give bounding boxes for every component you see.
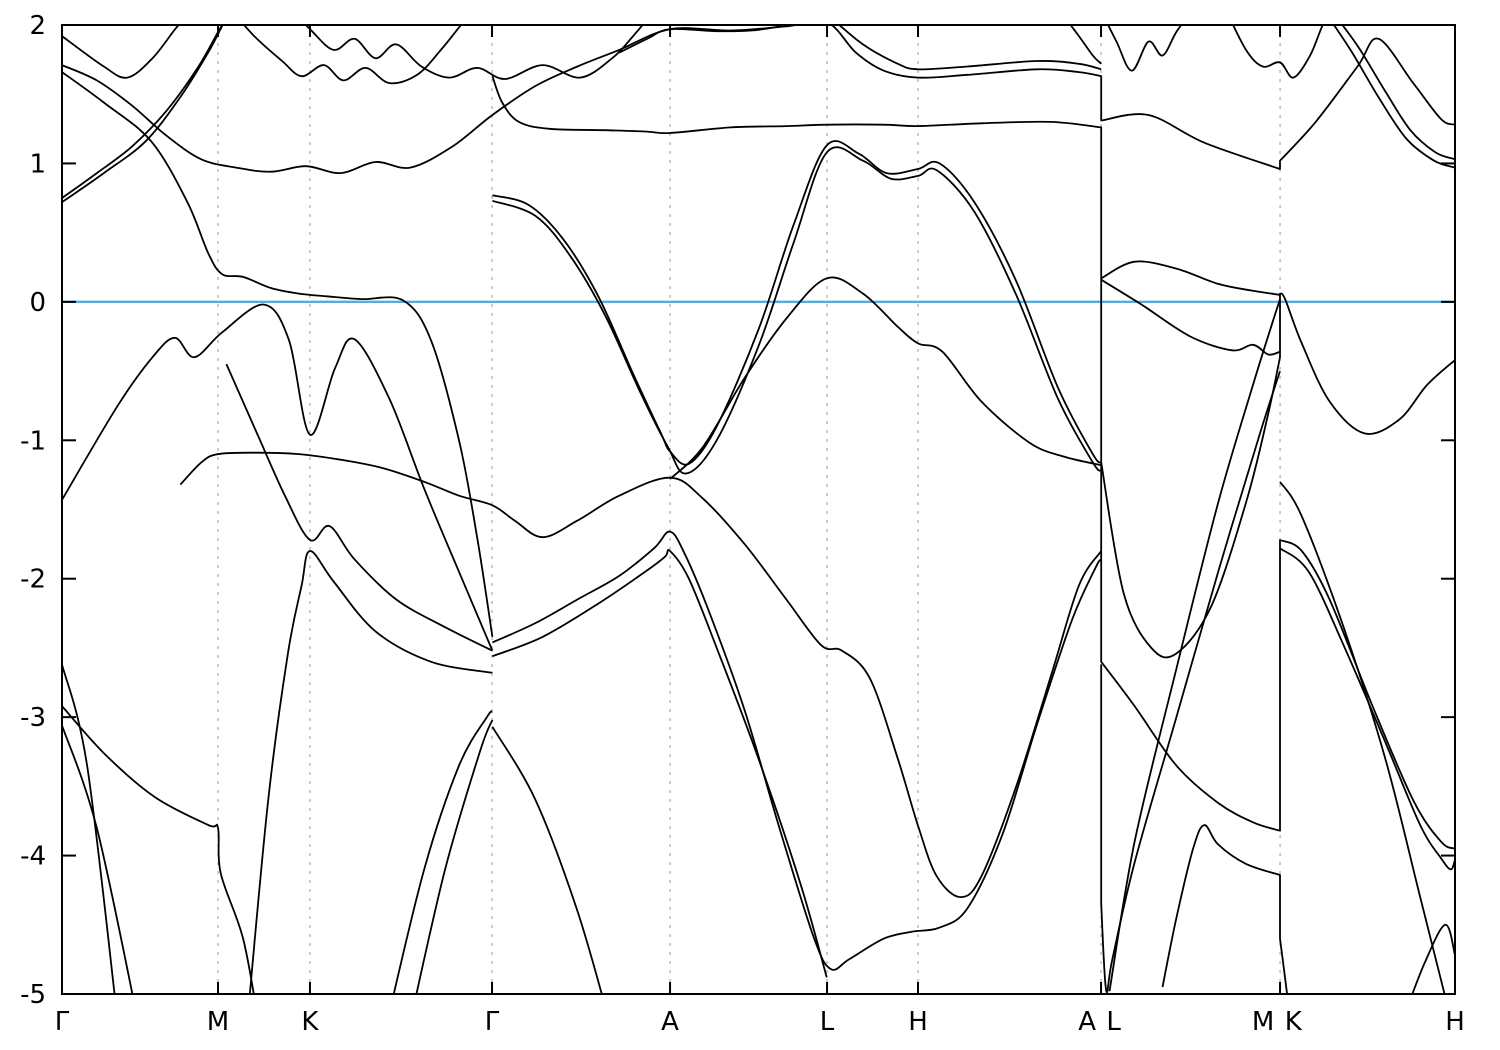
band-32	[1161, 824, 1289, 994]
band-1	[62, 25, 180, 79]
band-35	[1107, 25, 1183, 72]
y-tick-label: -3	[20, 703, 46, 733]
band-29	[1100, 278, 1281, 356]
band-24	[392, 710, 494, 994]
y-tick-label: 2	[29, 11, 46, 41]
x-tick-label: M	[1252, 1007, 1274, 1037]
band-38	[1341, 25, 1455, 161]
band-10	[491, 75, 1455, 850]
band-15	[179, 451, 1102, 898]
band-20	[248, 550, 493, 994]
band-31	[1100, 370, 1281, 993]
x-tick-label: L	[1106, 1007, 1121, 1037]
x-tick-label: Γ	[55, 1007, 70, 1037]
band-13	[492, 146, 1102, 475]
y-tick-label: -5	[20, 980, 46, 1010]
y-tick-label: 1	[29, 149, 46, 179]
x-tick-label: M	[207, 1007, 229, 1037]
y-tick-label: -4	[20, 842, 46, 872]
y-tick-label: -2	[20, 565, 46, 595]
band-23	[62, 705, 255, 994]
y-tick-label: 0	[29, 288, 46, 318]
y-tick-label: -1	[20, 426, 46, 456]
band-9	[618, 25, 792, 54]
x-tick-label: Γ	[485, 1007, 500, 1037]
band-25	[415, 719, 494, 994]
band-39	[1069, 25, 1102, 65]
band-19	[225, 363, 493, 652]
x-tick-label: A	[1078, 1007, 1096, 1037]
x-tick-label: K	[301, 1007, 319, 1037]
band-17	[492, 548, 828, 978]
band-36	[1232, 25, 1324, 79]
band-3	[837, 25, 1102, 71]
band-11	[1279, 547, 1455, 871]
band-21	[62, 664, 116, 994]
band-4	[62, 25, 224, 199]
x-tick-label: A	[661, 1007, 679, 1037]
band-27	[1100, 292, 1455, 659]
band-30	[1108, 298, 1281, 992]
x-tick-label: H	[908, 1007, 928, 1037]
x-tick-label: L	[820, 1007, 835, 1037]
band-12	[492, 140, 1102, 466]
band-33	[1279, 481, 1446, 994]
band-14	[669, 276, 1102, 480]
plot-border	[61, 24, 1456, 995]
band-8	[304, 25, 644, 80]
band-26	[491, 726, 603, 994]
band-18	[62, 303, 494, 652]
band-5	[62, 25, 224, 203]
x-tick-label: K	[1285, 1007, 1303, 1037]
x-tick-label: H	[1445, 1007, 1465, 1037]
band-28	[1100, 260, 1281, 296]
band-7	[242, 25, 463, 85]
band-22	[62, 725, 134, 994]
band-37	[1332, 25, 1455, 169]
band-6	[62, 71, 494, 638]
band-34	[1411, 923, 1455, 994]
band-16	[492, 530, 1102, 971]
band-2	[62, 25, 1455, 175]
